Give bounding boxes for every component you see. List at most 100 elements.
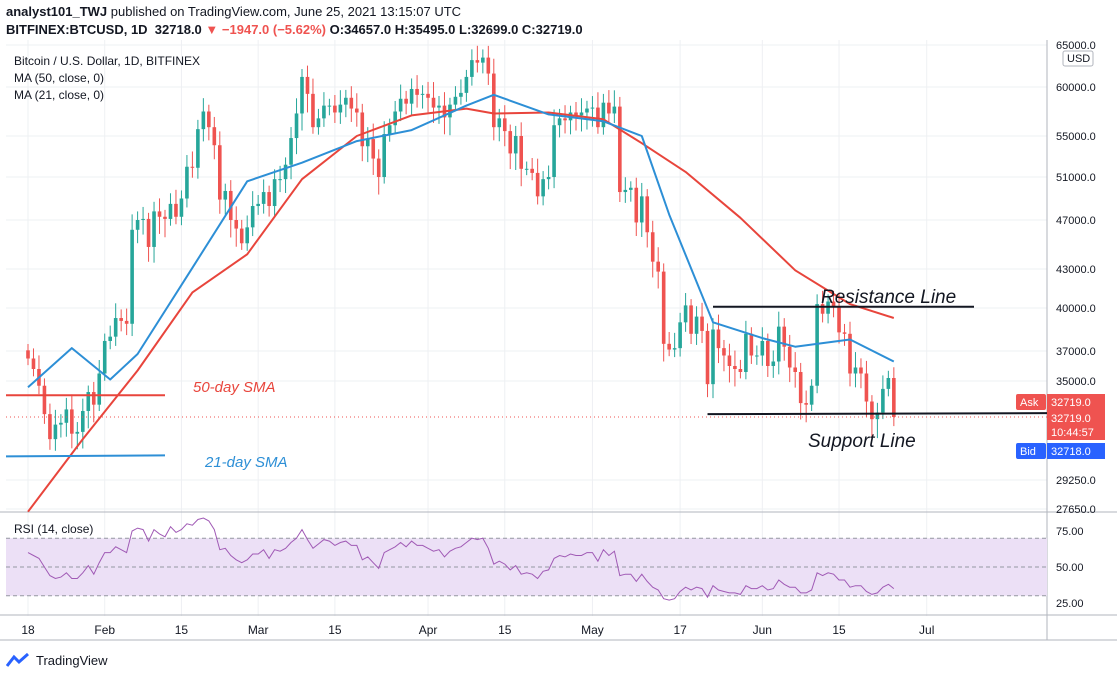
- candle-body[interactable]: [349, 97, 354, 109]
- candle-body[interactable]: [530, 168, 534, 173]
- candle-body[interactable]: [700, 316, 704, 331]
- candle-body[interactable]: [612, 106, 617, 114]
- candle-body[interactable]: [848, 333, 852, 374]
- candle-body[interactable]: [239, 228, 244, 244]
- candle-body[interactable]: [815, 304, 819, 386]
- candle-body[interactable]: [639, 196, 644, 223]
- price-chart[interactable]: 50-day SMA 21-day SMA Resistance Line Suppo…: [0, 0, 1117, 650]
- candle-body[interactable]: [256, 203, 260, 207]
- candle-body[interactable]: [502, 118, 507, 132]
- candle-body[interactable]: [524, 168, 529, 170]
- candle-body[interactable]: [809, 385, 814, 405]
- candle-body[interactable]: [398, 98, 403, 112]
- candle-body[interactable]: [146, 218, 151, 247]
- candle-body[interactable]: [157, 211, 162, 217]
- candle-body[interactable]: [53, 424, 58, 440]
- candle-body[interactable]: [409, 88, 414, 104]
- candle-body[interactable]: [787, 346, 792, 368]
- candle-body[interactable]: [245, 227, 249, 244]
- candle-body[interactable]: [820, 304, 825, 314]
- candle-body[interactable]: [459, 92, 463, 97]
- candle-body[interactable]: [75, 431, 80, 434]
- candle-body[interactable]: [163, 216, 167, 219]
- currency-badge[interactable]: [1062, 50, 1094, 67]
- candle-body[interactable]: [305, 76, 310, 94]
- candle-body[interactable]: [311, 93, 315, 128]
- candle-body[interactable]: [86, 392, 91, 411]
- candle-body[interactable]: [283, 164, 288, 180]
- candle-body[interactable]: [387, 125, 392, 135]
- candle-body[interactable]: [782, 326, 787, 347]
- candle-body[interactable]: [749, 333, 754, 356]
- candle-body[interactable]: [771, 361, 776, 367]
- candle-body[interactable]: [689, 305, 693, 334]
- candle-body[interactable]: [590, 107, 595, 109]
- candle-body[interactable]: [727, 355, 732, 367]
- candle-body[interactable]: [557, 118, 562, 126]
- candle-body[interactable]: [355, 108, 359, 113]
- candle-body[interactable]: [179, 198, 184, 217]
- candle-body[interactable]: [135, 220, 140, 230]
- candle-body[interactable]: [338, 104, 343, 113]
- candle-body[interactable]: [722, 348, 726, 356]
- candle-body[interactable]: [798, 372, 803, 404]
- candle-body[interactable]: [31, 358, 36, 370]
- candle-body[interactable]: [552, 125, 556, 177]
- candle-body[interactable]: [130, 229, 134, 324]
- candle-body[interactable]: [755, 355, 759, 357]
- candle-body[interactable]: [513, 136, 518, 154]
- candle-body[interactable]: [108, 336, 112, 341]
- candle-body[interactable]: [124, 320, 129, 324]
- candle-body[interactable]: [486, 57, 491, 74]
- candle-body[interactable]: [645, 196, 650, 233]
- candle-body[interactable]: [535, 172, 540, 197]
- candle-body[interactable]: [344, 97, 348, 105]
- candle-body[interactable]: [168, 203, 173, 219]
- candle-body[interactable]: [475, 60, 480, 63]
- candle-body[interactable]: [766, 340, 770, 366]
- candle-body[interactable]: [360, 112, 365, 147]
- candle-body[interactable]: [234, 220, 239, 229]
- candle-body[interactable]: [42, 385, 47, 415]
- candle-body[interactable]: [250, 206, 255, 228]
- candle-body[interactable]: [382, 134, 386, 177]
- candle-body[interactable]: [881, 388, 885, 413]
- candle-body[interactable]: [678, 322, 682, 349]
- candle-body[interactable]: [464, 76, 469, 93]
- candle-body[interactable]: [650, 232, 655, 262]
- candle-body[interactable]: [333, 105, 337, 113]
- candle-body[interactable]: [437, 105, 441, 108]
- candle-body[interactable]: [634, 187, 639, 223]
- candle-body[interactable]: [853, 367, 858, 374]
- candle-body[interactable]: [59, 422, 63, 425]
- candle-body[interactable]: [113, 318, 118, 337]
- candle-body[interactable]: [629, 187, 633, 190]
- candle-body[interactable]: [733, 366, 737, 369]
- candle-body[interactable]: [300, 76, 304, 114]
- candle-body[interactable]: [793, 367, 797, 373]
- candle-body[interactable]: [393, 111, 397, 126]
- candle-body[interactable]: [289, 138, 293, 165]
- candle-body[interactable]: [70, 409, 74, 434]
- candle-body[interactable]: [601, 102, 606, 128]
- candle-body[interactable]: [97, 373, 102, 405]
- candle-body[interactable]: [327, 105, 332, 107]
- candle-body[interactable]: [376, 158, 381, 177]
- candle-body[interactable]: [431, 97, 436, 108]
- candle-body[interactable]: [81, 410, 85, 432]
- candle-body[interactable]: [196, 129, 200, 168]
- candle-body[interactable]: [420, 93, 425, 95]
- candle-body[interactable]: [541, 179, 545, 197]
- candle-body[interactable]: [623, 189, 628, 193]
- candle-body[interactable]: [26, 350, 30, 359]
- candle-body[interactable]: [672, 348, 677, 350]
- candle-body[interactable]: [119, 318, 123, 321]
- candle-body[interactable]: [892, 378, 896, 417]
- candle-body[interactable]: [683, 305, 688, 323]
- candle-body[interactable]: [365, 139, 370, 147]
- candle-body[interactable]: [705, 330, 710, 385]
- candle-body[interactable]: [563, 118, 567, 121]
- candle-body[interactable]: [497, 118, 502, 128]
- author-name[interactable]: analyst101_TWJ: [6, 4, 108, 19]
- candle-body[interactable]: [870, 401, 874, 420]
